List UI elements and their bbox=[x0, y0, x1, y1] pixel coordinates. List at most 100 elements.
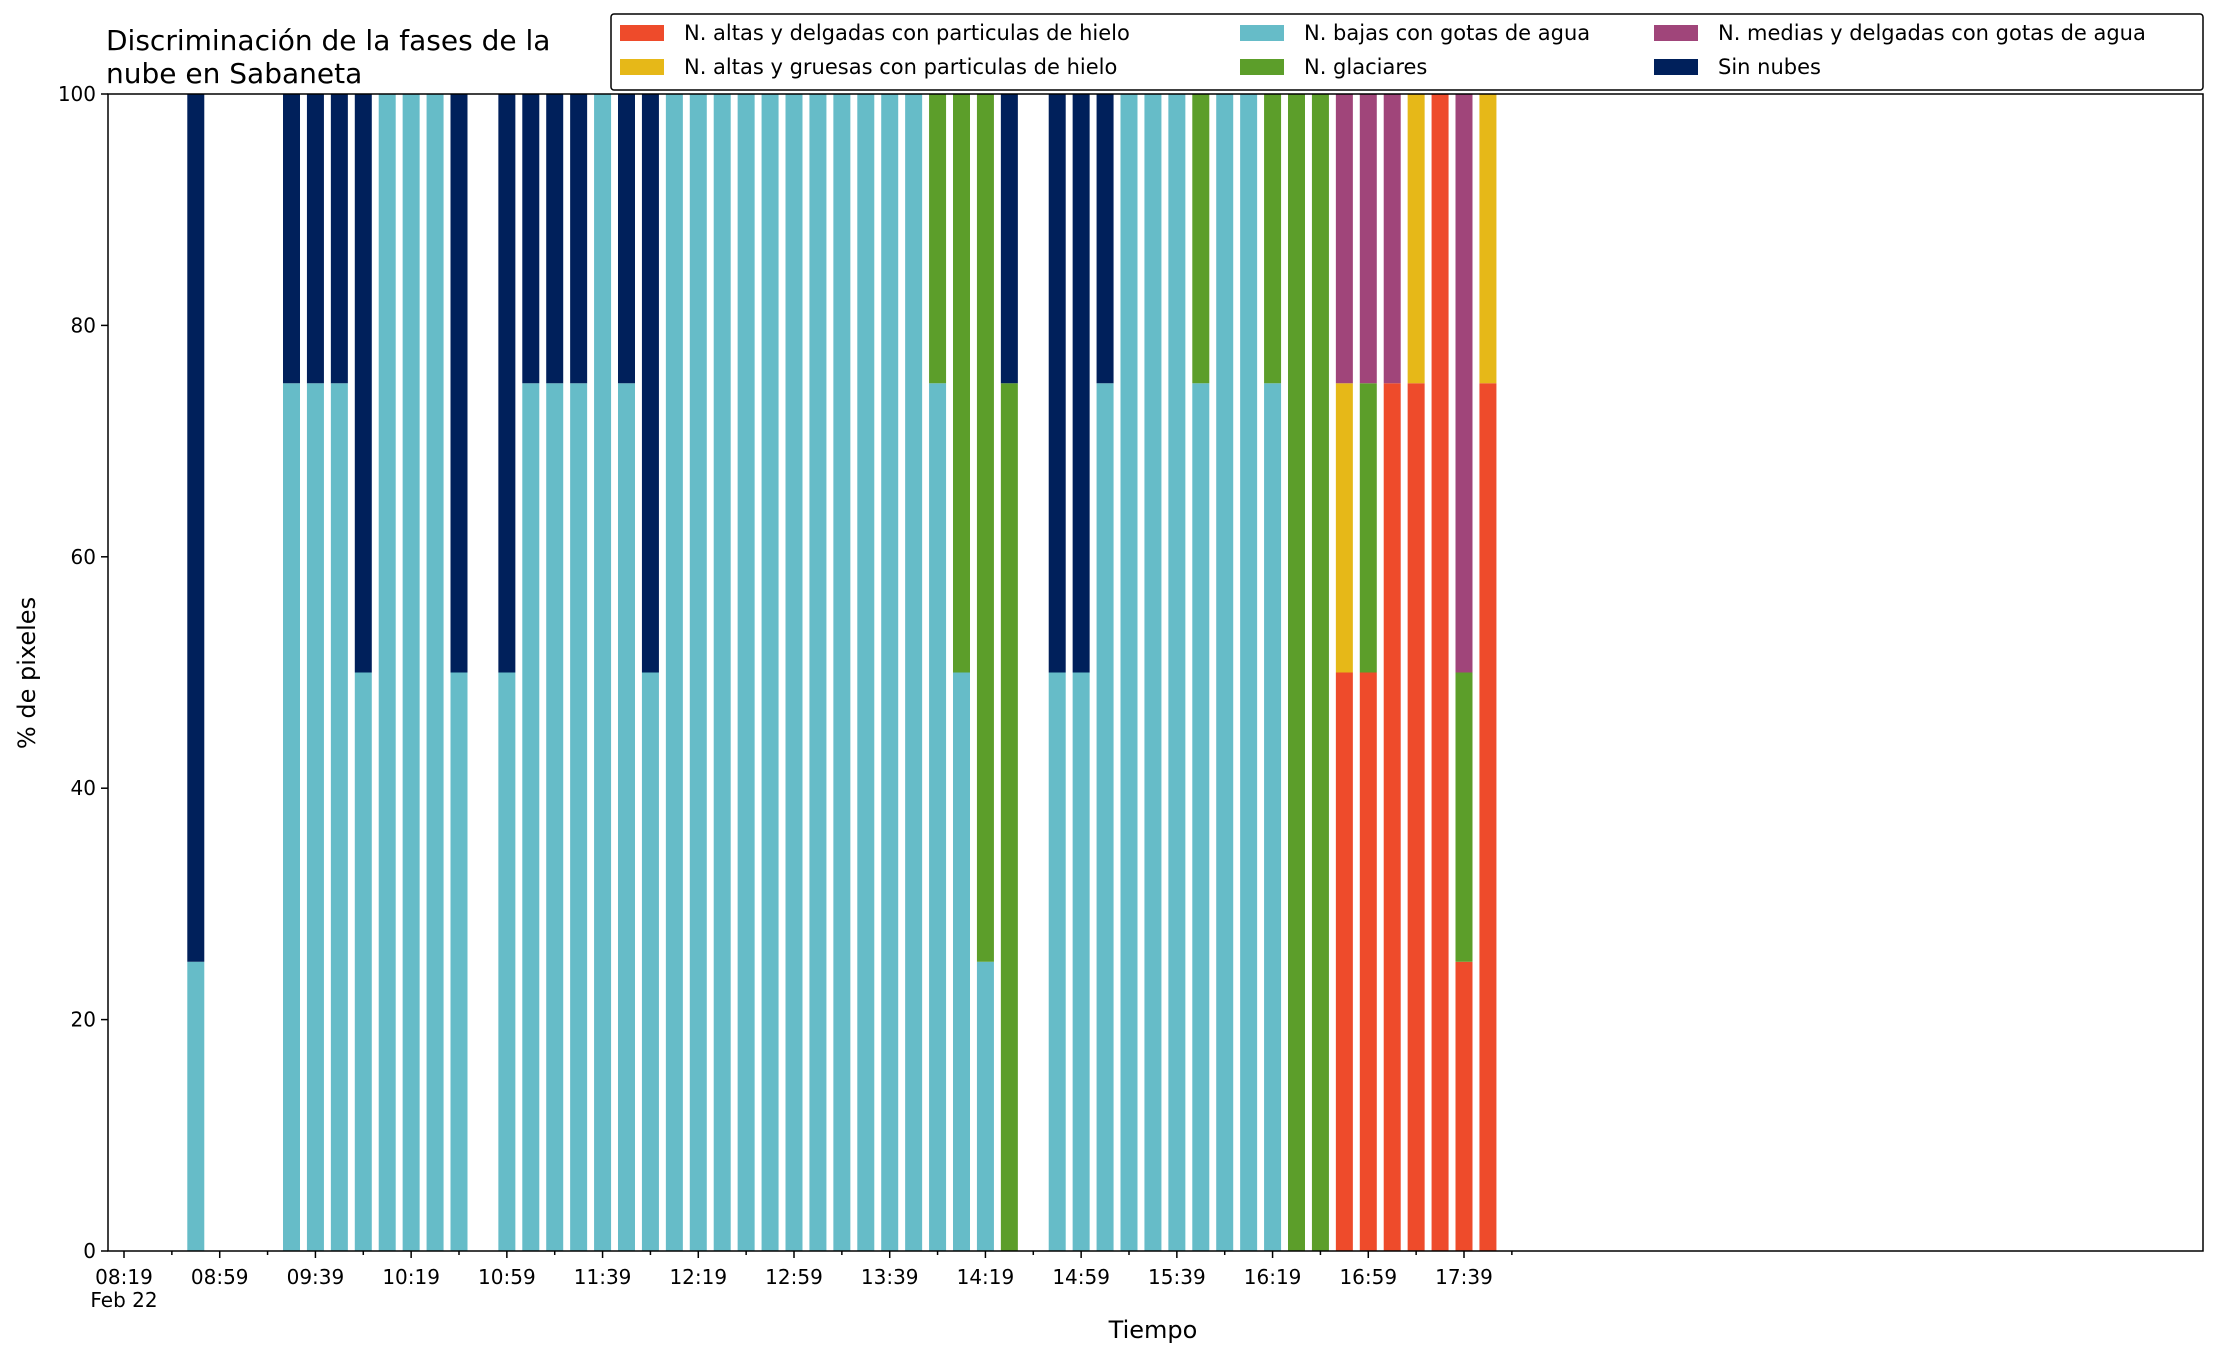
plot-area bbox=[107, 93, 2204, 1252]
legend-swatch bbox=[1654, 59, 1698, 75]
bar-segment bbox=[1120, 94, 1138, 1251]
chart-title-line-2: nube en Sabaneta bbox=[106, 57, 362, 90]
bar-segment bbox=[330, 94, 348, 384]
bar-segment bbox=[1383, 94, 1401, 384]
bar-segment bbox=[809, 94, 827, 1251]
bar-segment bbox=[1048, 94, 1066, 673]
x-tick-label: 10:19 bbox=[382, 1265, 440, 1289]
bar-segment bbox=[450, 94, 468, 673]
bar-segment bbox=[641, 672, 659, 1251]
x-tick-label: 09:39 bbox=[287, 1265, 345, 1289]
bar-segment bbox=[1096, 94, 1114, 384]
bars-layer bbox=[187, 94, 1497, 1251]
y-tick-label: 60 bbox=[71, 545, 96, 569]
bar-segment bbox=[187, 94, 205, 962]
x-axis-label: Tiempo bbox=[1108, 1316, 1198, 1344]
bar-segment bbox=[546, 383, 564, 1251]
x-axis: 08:19 08:59 09:39 10:19 10:59 11:39 12:19 12:59… bbox=[95, 1251, 1513, 1289]
bar-segment bbox=[976, 94, 994, 962]
bar-segment bbox=[1335, 383, 1353, 673]
legend-label: N. bajas con gotas de agua bbox=[1304, 21, 1590, 45]
bar-segment bbox=[1479, 94, 1497, 384]
bar-segment bbox=[761, 94, 779, 1251]
bar-segment bbox=[1407, 94, 1425, 384]
bar-segment bbox=[306, 94, 324, 384]
bar-segment bbox=[1192, 383, 1210, 1251]
bar-segment bbox=[665, 94, 683, 1251]
bar-segment bbox=[1455, 94, 1473, 673]
bar-segment bbox=[641, 94, 659, 673]
bar-segment bbox=[1144, 94, 1162, 1251]
bar-segment bbox=[737, 94, 755, 1251]
y-tick-label: 20 bbox=[71, 1008, 96, 1032]
x-tick-label: 15:39 bbox=[1148, 1265, 1206, 1289]
bar-segment bbox=[713, 94, 731, 1251]
x-tick-label: 17:39 bbox=[1435, 1265, 1493, 1289]
y-tick-label: 100 bbox=[58, 82, 96, 106]
bar-segment bbox=[618, 94, 635, 384]
x-tick-label: 11:39 bbox=[574, 1265, 632, 1289]
bar-segment bbox=[1216, 94, 1234, 1251]
bar-segment bbox=[905, 94, 923, 1251]
bar-segment bbox=[976, 961, 994, 1251]
x-start-date-label: Feb 22 bbox=[90, 1288, 157, 1312]
legend-box bbox=[610, 13, 2204, 91]
bar-segment bbox=[283, 383, 300, 1251]
bar-segment bbox=[1479, 383, 1497, 1251]
bar-segment bbox=[833, 94, 851, 1251]
x-tick-label: 12:59 bbox=[765, 1265, 823, 1289]
x-tick-label: 08:59 bbox=[191, 1265, 249, 1289]
bar-segment bbox=[1240, 94, 1258, 1251]
bar-segment bbox=[618, 383, 635, 1251]
y-axis-label: % de pixeles bbox=[13, 597, 41, 749]
bar-segment bbox=[426, 94, 444, 1251]
bar-segment bbox=[450, 672, 468, 1251]
bar-segment bbox=[881, 94, 899, 1251]
legend-label: N. altas y gruesas con particulas de hie… bbox=[684, 55, 1117, 79]
bar-segment bbox=[929, 383, 947, 1251]
bar-segment bbox=[1288, 94, 1305, 1251]
bar-segment bbox=[1048, 672, 1066, 1251]
x-tick-label: 08:19 bbox=[95, 1265, 153, 1289]
legend-swatch bbox=[1654, 25, 1698, 41]
bar-segment bbox=[283, 94, 300, 384]
bar-segment bbox=[1264, 94, 1282, 384]
bar-segment bbox=[187, 961, 205, 1251]
legend-label: Sin nubes bbox=[1718, 55, 1821, 79]
bar-segment bbox=[354, 672, 372, 1251]
legend-label: N. glaciares bbox=[1304, 55, 1427, 79]
bar-segment bbox=[402, 94, 420, 1251]
y-tick-label: 0 bbox=[83, 1239, 96, 1263]
bar-segment bbox=[1192, 94, 1210, 384]
x-tick-label: 16:59 bbox=[1339, 1265, 1397, 1289]
bar-segment bbox=[1096, 383, 1114, 1251]
bar-segment bbox=[1455, 672, 1473, 962]
bar-segment bbox=[857, 94, 875, 1251]
bar-segment bbox=[953, 672, 970, 1251]
bar-segment bbox=[1335, 94, 1353, 384]
y-tick-label: 40 bbox=[71, 776, 96, 800]
bar-segment bbox=[522, 94, 540, 384]
bar-segment bbox=[785, 94, 803, 1251]
x-tick-label: 14:59 bbox=[1052, 1265, 1110, 1289]
legend: N. altas y delgadas con particulas de hi… bbox=[610, 13, 2204, 91]
bar-segment bbox=[330, 383, 348, 1251]
y-tick-label: 80 bbox=[71, 313, 96, 337]
x-tick-label: 12:19 bbox=[669, 1265, 727, 1289]
bar-segment bbox=[1311, 94, 1329, 1251]
bar-segment bbox=[1000, 383, 1018, 1251]
bar-segment bbox=[1072, 94, 1090, 673]
bar-segment bbox=[570, 383, 588, 1251]
bar-segment bbox=[594, 94, 612, 1251]
bar-segment bbox=[1000, 94, 1018, 384]
bar-segment bbox=[354, 94, 372, 673]
legend-items: N. altas y delgadas con particulas de hi… bbox=[620, 21, 2146, 79]
bar-segment bbox=[1431, 94, 1449, 1251]
legend-swatch bbox=[1240, 25, 1284, 41]
legend-swatch bbox=[1240, 59, 1284, 75]
bar-segment bbox=[1168, 94, 1186, 1251]
bar-segment bbox=[378, 94, 396, 1251]
bar-segment bbox=[1383, 383, 1401, 1251]
legend-swatch bbox=[620, 25, 664, 41]
